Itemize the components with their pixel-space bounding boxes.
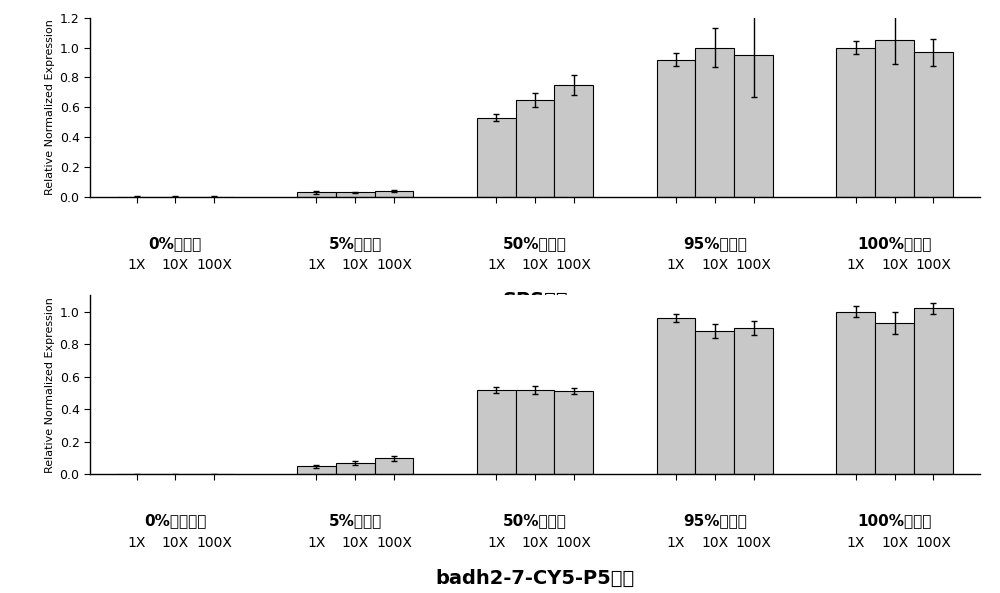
Bar (297, 192, 336, 197)
Text: 100X: 100X (196, 258, 232, 272)
Text: 100X: 100X (556, 535, 592, 550)
Bar (554, 85, 593, 197)
Text: 100X: 100X (196, 535, 232, 550)
Bar (516, 390, 554, 474)
Text: 10X: 10X (881, 535, 908, 550)
Y-axis label: Relative Normalized Expression: Relative Normalized Expression (45, 20, 55, 195)
Bar (657, 59, 695, 197)
Bar (875, 40, 914, 197)
Text: 1X: 1X (667, 258, 685, 272)
Text: 100X: 100X (916, 535, 951, 550)
Bar (336, 192, 375, 197)
Bar (836, 47, 875, 197)
Text: 50%非香米: 50%非香米 (503, 514, 567, 528)
Text: 1X: 1X (127, 535, 146, 550)
Text: 10X: 10X (162, 258, 189, 272)
Text: 100X: 100X (736, 258, 772, 272)
Text: 1X: 1X (307, 535, 326, 550)
Bar (836, 311, 875, 474)
Text: 100X: 100X (556, 258, 592, 272)
Text: 1X: 1X (487, 535, 505, 550)
Bar (734, 328, 773, 474)
Bar (695, 47, 734, 197)
Text: 10X: 10X (342, 535, 369, 550)
Bar (297, 466, 336, 474)
Text: 1X: 1X (847, 258, 865, 272)
Text: 10X: 10X (521, 535, 549, 550)
Text: 100X: 100X (376, 258, 412, 272)
Text: 100X: 100X (376, 535, 412, 550)
Text: 10X: 10X (701, 535, 728, 550)
Bar (554, 391, 593, 474)
Bar (477, 390, 516, 474)
Text: 10X: 10X (162, 535, 189, 550)
Bar (477, 118, 516, 197)
Text: badh2-7-CY5-P5探针: badh2-7-CY5-P5探针 (435, 569, 635, 588)
Bar (657, 318, 695, 474)
Text: 95%非香米: 95%非香米 (683, 236, 747, 251)
Text: 100X: 100X (916, 258, 951, 272)
Bar (914, 308, 953, 474)
Text: 1X: 1X (127, 258, 146, 272)
Bar (914, 52, 953, 197)
Bar (875, 323, 914, 474)
Bar (375, 458, 413, 474)
Text: 1X: 1X (667, 535, 685, 550)
Y-axis label: Relative Normalized Expression: Relative Normalized Expression (45, 297, 55, 473)
Text: 1X: 1X (307, 258, 326, 272)
Text: 10X: 10X (701, 258, 728, 272)
Text: 0%非香米: 0%非香米 (149, 236, 202, 251)
Text: 10X: 10X (881, 258, 908, 272)
Bar (695, 331, 734, 474)
Text: SPS探针: SPS探针 (502, 291, 568, 310)
Text: 1X: 1X (847, 535, 865, 550)
Bar (336, 463, 375, 474)
Text: 10X: 10X (342, 258, 369, 272)
Text: 1X: 1X (487, 258, 505, 272)
Bar (375, 191, 413, 197)
Text: 100%非香米: 100%非香米 (857, 236, 932, 251)
Text: 95%非香米: 95%非香米 (683, 514, 747, 528)
Text: 50%非香米: 50%非香米 (503, 236, 567, 251)
Text: 0%封非香米: 0%封非香米 (144, 514, 207, 528)
Bar (516, 100, 554, 197)
Text: 5%非香米: 5%非香米 (329, 236, 382, 251)
Text: 10X: 10X (521, 258, 549, 272)
Text: 5%非香米: 5%非香米 (329, 514, 382, 528)
Text: 100X: 100X (736, 535, 772, 550)
Text: 100%非香米: 100%非香米 (857, 514, 932, 528)
Bar (734, 55, 773, 197)
